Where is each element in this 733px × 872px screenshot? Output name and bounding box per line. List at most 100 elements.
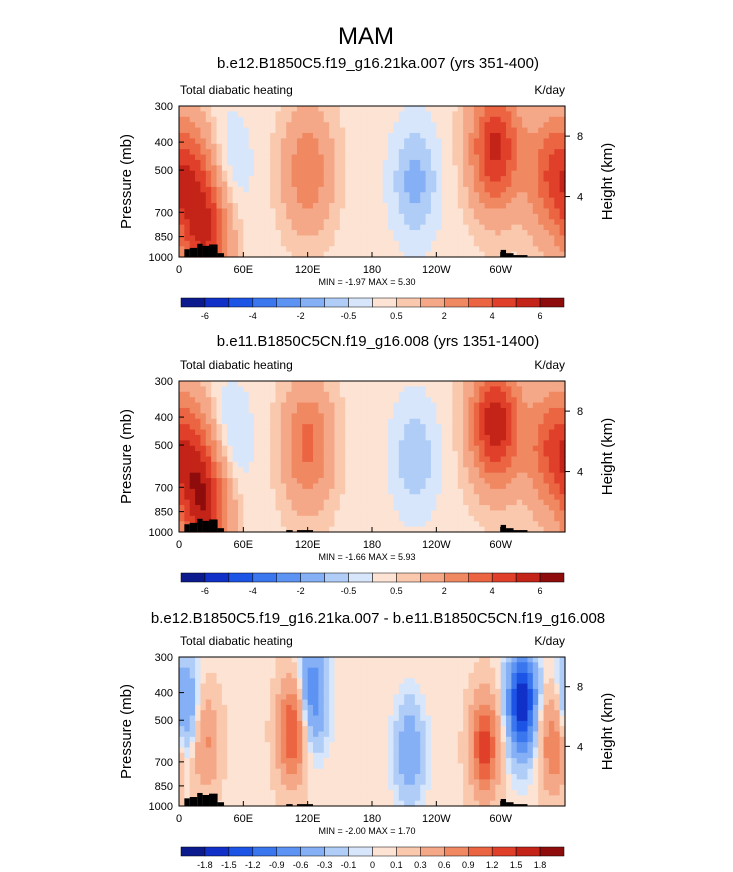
contour-cell	[522, 445, 529, 452]
contour-cell	[441, 413, 448, 420]
y-tick-label: 1000	[149, 252, 173, 264]
contour-cell	[457, 451, 464, 458]
contour-cell	[430, 176, 437, 183]
contour-cell	[404, 434, 411, 441]
contour-cell	[291, 213, 298, 220]
contour-cell	[184, 407, 191, 414]
contour-cell	[559, 391, 566, 398]
contour-cell	[221, 494, 228, 501]
contour-cell	[484, 251, 491, 258]
contour-cell	[200, 240, 207, 247]
contour-cell	[248, 731, 255, 738]
contour-cell	[227, 667, 234, 674]
contour-cell	[302, 251, 309, 258]
contour-cell	[339, 461, 346, 468]
contour-cell	[318, 407, 325, 414]
contour-cell	[270, 710, 277, 717]
contour-cell	[216, 784, 223, 791]
contour-cell	[329, 774, 336, 780]
contour-cell	[430, 499, 437, 506]
contour-cell	[189, 186, 196, 193]
contour-cell	[334, 445, 341, 452]
contour-cell	[200, 111, 207, 118]
contour-cell	[495, 132, 502, 139]
contour-cell	[452, 483, 459, 490]
contour-cell	[296, 795, 303, 802]
y-tick-label: 850	[155, 507, 173, 519]
contour-cell	[323, 784, 330, 791]
contour-cell	[254, 132, 261, 139]
contour-cell	[221, 424, 228, 431]
contour-cell	[532, 143, 539, 150]
contour-cell	[243, 186, 250, 193]
contour-cell	[447, 505, 454, 512]
contour-cell	[286, 159, 293, 166]
contour-cell	[522, 521, 529, 528]
contour-cell	[270, 472, 277, 479]
contour-cell	[538, 127, 545, 134]
contour-cell	[543, 386, 550, 393]
contour-cell	[286, 494, 293, 501]
contour-cell	[350, 149, 357, 156]
contour-cell	[259, 505, 266, 512]
contour-cell	[522, 143, 529, 150]
contour-cell	[522, 246, 529, 253]
contour-cell	[291, 510, 298, 517]
contour-cell	[211, 159, 218, 166]
contour-cell	[323, 397, 330, 404]
contour-cell	[554, 440, 561, 447]
contour-cell	[441, 122, 448, 129]
contour-cell	[420, 407, 427, 414]
colorbar-swatch	[515, 572, 541, 583]
contour-cell	[329, 235, 336, 242]
contour-cell	[468, 521, 475, 528]
contour-cell	[275, 790, 282, 796]
contour-cell	[296, 197, 303, 204]
contour-cell	[259, 429, 266, 436]
contour-cell	[200, 154, 207, 161]
contour-cell	[420, 143, 427, 150]
terrain-block	[513, 530, 528, 532]
contour-cell	[522, 381, 529, 387]
contour-cell	[334, 381, 341, 387]
contour-cell	[452, 251, 459, 258]
contour-cell	[184, 413, 191, 420]
contour-cell	[248, 467, 255, 474]
contour-cell	[254, 747, 261, 754]
contour-cell	[275, 657, 282, 663]
contour-cell	[361, 208, 368, 215]
contour-cell	[366, 418, 373, 425]
contour-cell	[189, 418, 196, 425]
contour-cell	[323, 230, 330, 237]
contour-cell	[441, 381, 448, 387]
contour-cell	[473, 159, 480, 166]
contour-cell	[205, 424, 212, 431]
contour-cell	[516, 472, 523, 479]
contour-cell	[205, 456, 212, 463]
contour-cell	[184, 736, 191, 743]
contour-cell	[195, 208, 202, 215]
contour-cell	[237, 132, 244, 139]
contour-cell	[254, 111, 261, 118]
contour-cell	[452, 418, 459, 425]
contour-cell	[500, 440, 507, 447]
contour-cell	[468, 154, 475, 161]
contour-cell	[232, 667, 239, 674]
contour-cell	[200, 413, 207, 420]
contour-cell	[500, 456, 507, 463]
contour-cell	[441, 186, 448, 193]
contour-cell	[532, 224, 539, 231]
contour-cell	[318, 763, 325, 770]
contour-cell	[302, 736, 309, 743]
contour-cell	[511, 251, 518, 258]
contour-cell	[414, 434, 421, 441]
contour-cell	[350, 127, 357, 134]
contour-cell	[179, 381, 185, 387]
contour-cell	[425, 219, 432, 226]
contour-cell	[377, 165, 384, 172]
contour-cell	[189, 494, 196, 501]
contour-cell	[404, 138, 411, 145]
contour-cell	[248, 515, 255, 522]
contour-cell	[211, 715, 218, 722]
contour-cell	[377, 230, 384, 237]
